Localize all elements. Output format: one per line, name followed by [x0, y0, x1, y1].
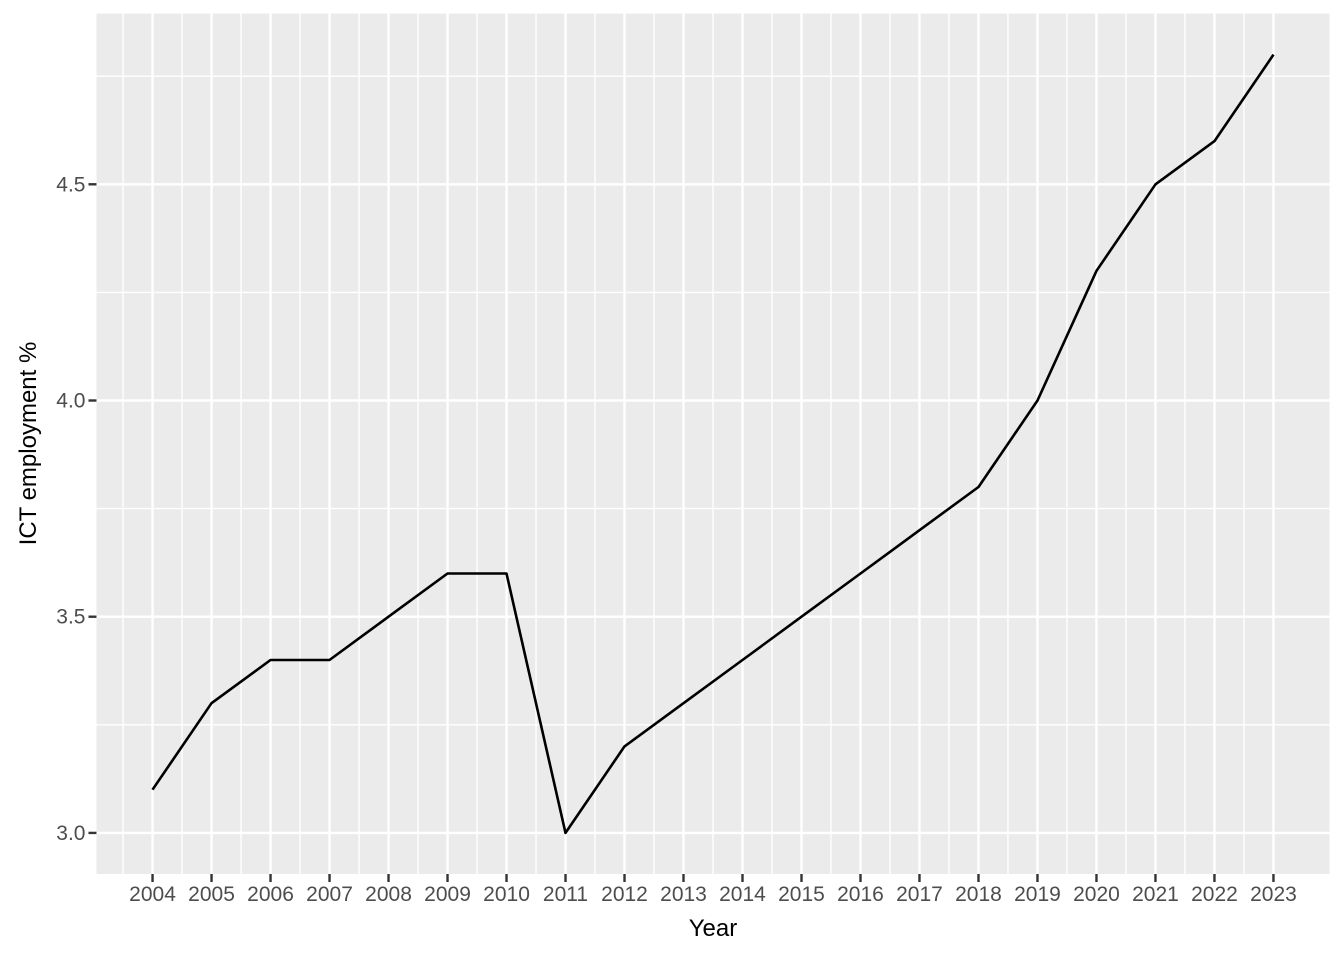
y-tick-label: 3.5 [56, 606, 85, 629]
x-tick-label: 2011 [543, 883, 588, 906]
y-tick-label: 4.5 [56, 173, 85, 196]
y-tick-label: 3.0 [56, 822, 85, 845]
x-tick-label: 2019 [1014, 883, 1061, 906]
x-tick-label: 2016 [837, 883, 884, 906]
x-tick-label: 2013 [660, 883, 707, 906]
y-tick-label: 4.0 [56, 390, 85, 413]
x-tick-label: 2007 [306, 883, 353, 906]
x-tick-label: 2014 [719, 883, 766, 906]
x-tick-label: 2006 [247, 883, 294, 906]
y-axis-title: ICT employment % [15, 342, 42, 546]
x-tick-label: 2008 [365, 883, 412, 906]
x-tick-label: 2020 [1073, 883, 1120, 906]
x-tick-label: 2018 [955, 883, 1002, 906]
x-tick-label: 2010 [483, 883, 530, 906]
x-tick-label: 2021 [1132, 883, 1179, 906]
x-axis-title: Year [689, 915, 738, 942]
x-tick-label: 2009 [424, 883, 471, 906]
x-tick-label: 2004 [129, 883, 176, 906]
x-tick-label: 2023 [1250, 883, 1297, 906]
x-tick-label: 2017 [896, 883, 943, 906]
data-line [151, 53, 1275, 835]
x-tick-label: 2012 [601, 883, 648, 906]
x-tick-label: 2022 [1191, 883, 1238, 906]
x-tick-label: 2015 [778, 883, 825, 906]
x-tick-label: 2005 [188, 883, 235, 906]
